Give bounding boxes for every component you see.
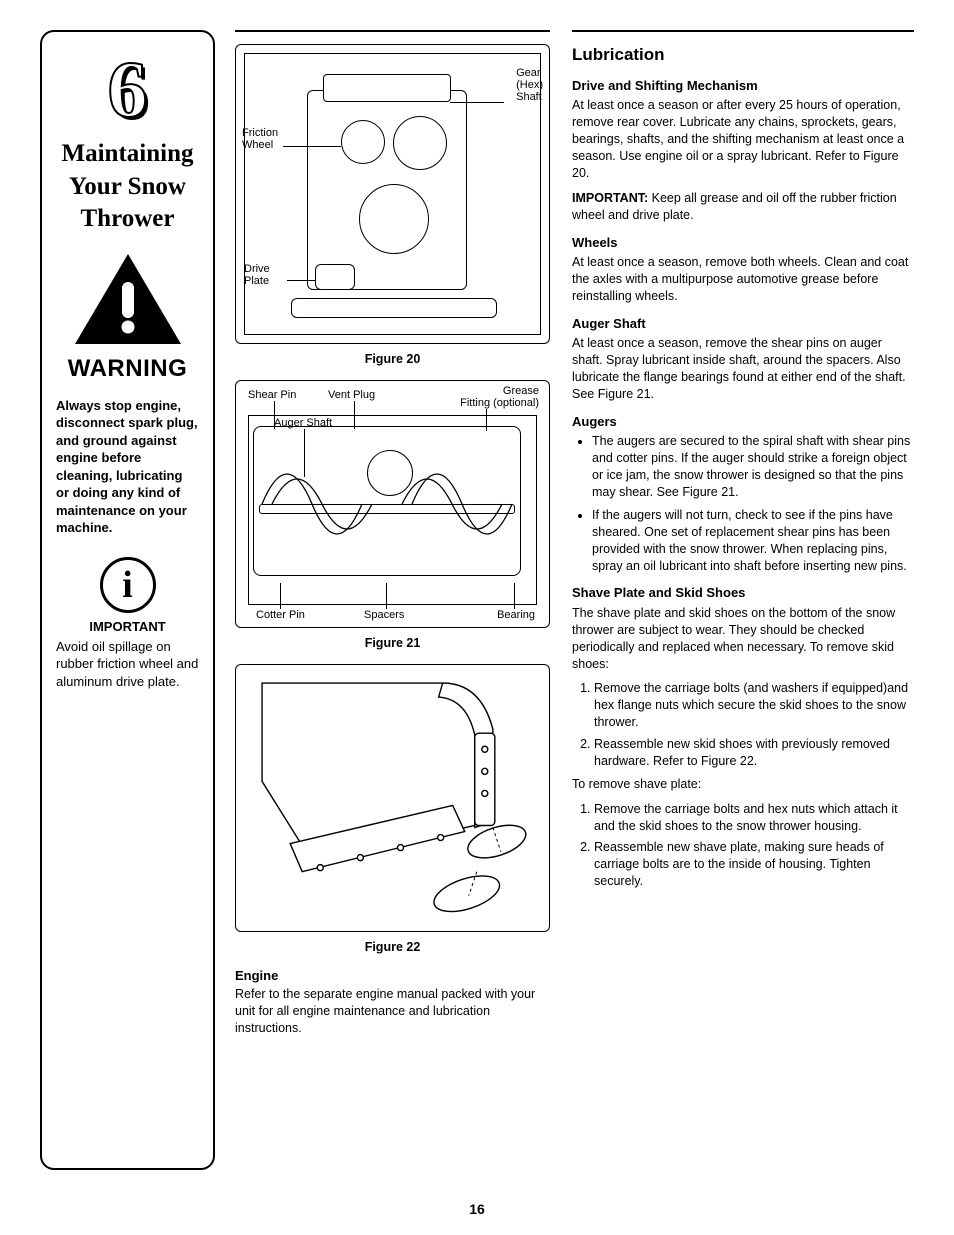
warning-heading: WARNING	[68, 355, 188, 383]
chapter-number: 6	[108, 50, 148, 130]
important-body: Avoid oil spillage on rubber friction wh…	[56, 638, 199, 691]
fig21-label-bearing: Bearing	[497, 609, 535, 621]
shave-plate-intro: To remove shave plate:	[572, 776, 914, 793]
fig21-label-auger-shaft: Auger Shaft	[274, 417, 332, 429]
page-layout: 6 Maintaining Your Snow Thrower WARNING …	[40, 30, 914, 1170]
page-number: 16	[0, 1201, 954, 1217]
section-title-line: Thrower	[81, 205, 175, 232]
fig21-label-shear-pin: Shear Pin	[248, 389, 296, 401]
text-column: Lubrication Drive and Shifting Mechanism…	[572, 30, 914, 1170]
wheels-heading: Wheels	[572, 234, 914, 252]
lubrication-heading: Lubrication	[572, 44, 914, 67]
important-inline: IMPORTANT: Keep all grease and oil off t…	[572, 190, 914, 224]
fig21-label-vent-plug: Vent Plug	[328, 389, 375, 401]
fig20-label-friction-wheel: Friction Wheel	[242, 127, 278, 151]
info-glyph: i	[122, 563, 133, 607]
auger-shaft-heading: Auger Shaft	[572, 315, 914, 333]
engine-heading: Engine	[235, 968, 550, 983]
fig20-label-gear-hex-shaft: Gear (Hex) Shaft	[516, 67, 543, 103]
auger-shaft-body: At least once a season, remove the shear…	[572, 335, 914, 403]
augers-bullet: The augers are secured to the spiral sha…	[592, 433, 914, 501]
augers-bullet: If the augers will not turn, check to se…	[592, 507, 914, 575]
shave-steps: Remove the carriage bolts and hex nuts w…	[572, 801, 914, 890]
figure-21-drawing	[248, 415, 537, 605]
figure-21: Shear Pin Vent Plug Grease Fitting (opti…	[235, 380, 550, 628]
important-inline-label: IMPORTANT:	[572, 191, 648, 205]
augers-heading: Augers	[572, 413, 914, 431]
skid-steps: Remove the carriage bolts (and washers i…	[572, 680, 914, 769]
figure-20: Friction Wheel Gear (Hex) Shaft Drive Pl…	[235, 44, 550, 344]
section-title: Maintaining Your Snow Thrower	[62, 138, 194, 236]
fig21-label-grease-fitting: Grease Fitting (optional)	[460, 385, 539, 409]
wheels-body: At least once a season, remove both whee…	[572, 254, 914, 305]
skid-step: Remove the carriage bolts (and washers i…	[594, 680, 914, 731]
figure-22	[235, 664, 550, 932]
shave-intro: The shave plate and skid shoes on the bo…	[572, 605, 914, 673]
section-title-line: Your Snow	[69, 173, 186, 200]
fig21-label-spacers: Spacers	[364, 609, 404, 621]
drive-heading: Drive and Shifting Mechanism	[572, 77, 914, 95]
shave-step: Remove the carriage bolts and hex nuts w…	[594, 801, 914, 835]
figure-21-caption: Figure 21	[235, 636, 550, 650]
shave-step: Reassemble new shave plate, making sure …	[594, 839, 914, 890]
important-label: IMPORTANT	[89, 619, 165, 634]
fig20-label-drive-plate: Drive Plate	[244, 263, 270, 287]
info-icon: i	[100, 557, 156, 613]
warning-body: Always stop engine, disconnect spark plu…	[56, 397, 199, 537]
engine-text: Refer to the separate engine manual pack…	[235, 986, 550, 1037]
figure-22-caption: Figure 22	[235, 940, 550, 954]
fig21-label-cotter-pin: Cotter Pin	[256, 609, 305, 621]
figure-20-drawing	[244, 53, 541, 335]
augers-bullets: The augers are secured to the spiral sha…	[572, 433, 914, 574]
sidebar: 6 Maintaining Your Snow Thrower WARNING …	[40, 30, 215, 1170]
figures-column: Friction Wheel Gear (Hex) Shaft Drive Pl…	[235, 30, 550, 1170]
figure-20-caption: Figure 20	[235, 352, 550, 366]
shave-heading: Shave Plate and Skid Shoes	[572, 584, 914, 602]
section-title-line: Maintaining	[62, 140, 194, 167]
drive-body: At least once a season or after every 25…	[572, 97, 914, 181]
warning-triangle-icon	[73, 252, 183, 347]
figure-22-drawing	[242, 671, 543, 926]
skid-step: Reassemble new skid shoes with previousl…	[594, 736, 914, 770]
main-columns: Friction Wheel Gear (Hex) Shaft Drive Pl…	[235, 30, 914, 1170]
